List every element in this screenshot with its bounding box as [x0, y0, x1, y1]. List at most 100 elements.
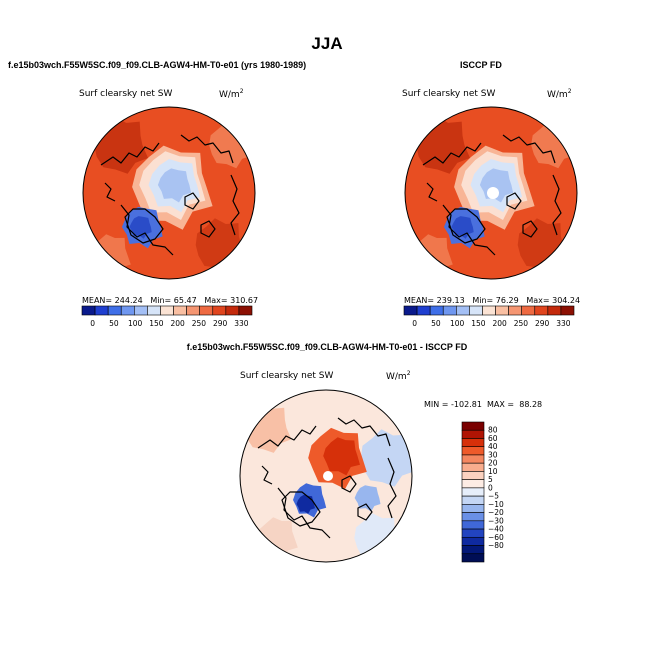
- left-panel-case-name: f.e15b03wch.F55W5SC.f09_f09.CLB-AGW4-HM-…: [8, 60, 307, 70]
- left-polar-map-coastline: [180, 134, 234, 164]
- difference-colorbar-tick-label: −60: [488, 533, 504, 542]
- difference-colorbar-swatch: [461, 471, 485, 480]
- difference-colorbar-swatch: [461, 429, 485, 439]
- left-colorbar-swatch: [107, 305, 122, 316]
- right-colorbar-swatch: [416, 305, 431, 316]
- difference-colorbar-tick-label: −30: [488, 516, 504, 525]
- left-colorbar-swatch: [186, 305, 200, 316]
- difference-polar-map-coastline: [337, 417, 391, 447]
- difference-colorbar-tick-label: 5: [488, 475, 493, 484]
- difference-colorbar-swatch: [461, 454, 485, 464]
- left-colorbar-swatch: [134, 305, 148, 316]
- difference-colorbar-swatch: [461, 553, 485, 563]
- left-colorbar-swatch: [160, 305, 174, 316]
- left-polar-map-coastline: [104, 182, 116, 202]
- right-polar-map-coastline: [442, 204, 496, 256]
- right-colorbar-tick-label: 100: [450, 319, 465, 328]
- difference-colorbar-tick-label: 80: [488, 426, 498, 435]
- difference-colorbar-tick-label: 60: [488, 434, 498, 443]
- difference-polar-map-coastline: [257, 425, 317, 449]
- left-polar-map-coastline: [120, 204, 174, 256]
- left-colorbar-tick-label: 0: [90, 319, 95, 328]
- difference-colorbar-swatch: [461, 462, 485, 472]
- right-polar-map-coastline: [552, 174, 562, 236]
- difference-colorbar-tick-label: −80: [488, 541, 504, 550]
- left-polar-map: [82, 106, 256, 280]
- right-panel-title: Surf clearsky net SW: [402, 89, 496, 99]
- difference-colorbar-tick-label: −20: [488, 508, 504, 517]
- difference-polar-map-coastline: [357, 503, 373, 521]
- left-panel-units: W/m2: [219, 88, 244, 100]
- left-colorbar-tick-label: 290: [213, 319, 228, 328]
- right-colorbar-swatch: [442, 305, 457, 316]
- left-polar-map-boundary: [82, 106, 256, 280]
- difference-polar-map-coastline: [341, 475, 357, 493]
- left-colorbar-swatch: [199, 305, 214, 316]
- difference-colorbar-swatch: [461, 438, 485, 448]
- difference-colorbar-swatch: [461, 536, 485, 546]
- right-colorbar-swatch: [560, 305, 575, 316]
- difference-colorbar-swatch: [461, 512, 485, 522]
- diff-panel-stats: MIN = -102.81 MAX = 88.28: [424, 400, 543, 409]
- difference-colorbar-tick-label: 20: [488, 459, 498, 468]
- difference-colorbar-swatch: [461, 446, 485, 456]
- right-colorbar-tick-label: 330: [556, 319, 571, 328]
- left-colorbar-tick-label: 150: [149, 319, 164, 328]
- left-polar-map-coastline: [230, 174, 240, 236]
- left-colorbar-swatch: [225, 305, 240, 316]
- diff-panel-title: Surf clearsky net SW: [240, 371, 334, 381]
- difference-colorbar-tick-label: −40: [488, 525, 504, 534]
- left-colorbar-swatch: [147, 305, 161, 316]
- left-colorbar-tick-label: 50: [109, 319, 119, 328]
- left-colorbar-tick-label: 100: [128, 319, 143, 328]
- right-polar-map-coastline: [506, 192, 522, 210]
- right-colorbar-swatch: [508, 305, 522, 316]
- difference-colorbar-tick-label: 40: [488, 442, 498, 451]
- right-colorbar-swatch: [495, 305, 509, 316]
- right-colorbar-tick-label: 200: [492, 319, 507, 328]
- difference-polar-map-pole-hole: [323, 471, 333, 481]
- difference-colorbar-swatch: [461, 545, 485, 555]
- right-colorbar-tick-label: 50: [431, 319, 441, 328]
- difference-colorbar-swatch: [461, 487, 485, 497]
- difference-colorbar-tick-label: −5: [488, 492, 499, 501]
- difference-polar-map-greenland-patch: [296, 494, 315, 514]
- left-colorbar-tick-label: 200: [170, 319, 185, 328]
- difference-polar-map-coastline: [277, 487, 331, 539]
- right-colorbar-tick-label: 0: [412, 319, 417, 328]
- difference-polar-map-coastline: [261, 465, 273, 485]
- left-colorbar-swatch: [173, 305, 187, 316]
- right-polar-map-coastline: [522, 220, 538, 238]
- right-colorbar-tick-label: 250: [514, 319, 529, 328]
- left-polar-map-field-patch: [157, 168, 192, 203]
- left-colorbar: 0 50 100 150 200 250 290 330: [81, 305, 253, 328]
- left-colorbar-tick-label: 330: [234, 319, 249, 328]
- right-colorbar-tick-label: 150: [471, 319, 486, 328]
- right-colorbar-swatch: [429, 305, 444, 316]
- left-colorbar-swatch: [81, 305, 96, 316]
- difference-polar-map: [239, 389, 413, 563]
- right-colorbar-swatch: [403, 305, 418, 316]
- left-polar-map-coastline: [100, 142, 160, 166]
- left-colorbar-swatch: [212, 305, 227, 316]
- difference-polar-map-coastline: [387, 457, 397, 519]
- difference-polar-map-boundary: [239, 389, 413, 563]
- left-polar-map-coastline: [124, 208, 164, 244]
- right-polar-map-greenland-patch: [451, 216, 474, 239]
- left-colorbar-swatch: [120, 305, 135, 316]
- page-title: JJA: [311, 34, 343, 53]
- right-polar-map-coastline: [422, 142, 482, 166]
- left-colorbar-tick-label: 250: [192, 319, 207, 328]
- difference-colorbar-tick-label: 10: [488, 467, 498, 476]
- right-colorbar-swatch: [456, 305, 470, 316]
- right-colorbar-swatch: [534, 305, 549, 316]
- difference-colorbar-swatch: [461, 479, 485, 489]
- right-polar-map-coastline: [502, 134, 556, 164]
- right-polar-map-boundary: [404, 106, 578, 280]
- right-polar-map-coastline: [426, 182, 438, 202]
- right-panel-case-name: ISCCP FD: [460, 60, 502, 70]
- diff-panel-case-name: f.e15b03wch.F55W5SC.f09_f09.CLB-AGW4-HM-…: [186, 342, 468, 352]
- difference-colorbar-tick-label: 30: [488, 450, 498, 459]
- left-colorbar-swatch: [94, 305, 109, 316]
